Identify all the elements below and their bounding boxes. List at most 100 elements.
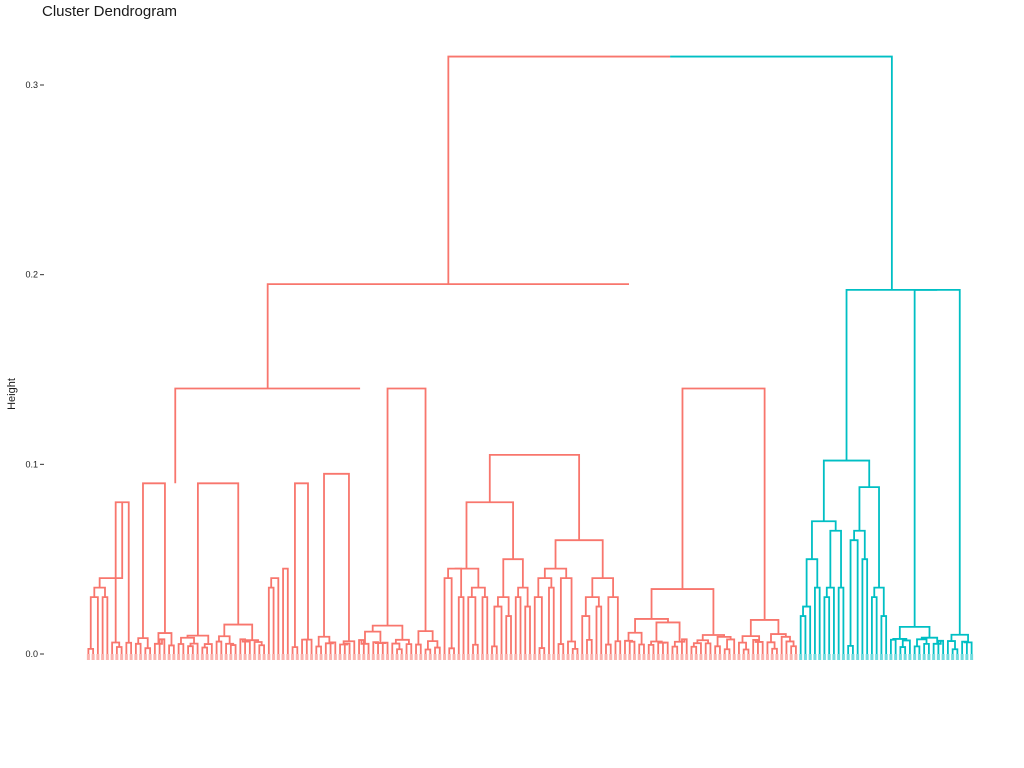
dendrogram-link [98, 502, 124, 588]
dendrogram-link [670, 55, 893, 290]
dendrogram-link [189, 642, 199, 654]
dendrogram-link [861, 558, 869, 654]
y-axis-title: Height [6, 378, 18, 410]
dendrogram-link [253, 641, 263, 654]
dendrogram-link [187, 645, 194, 654]
dendrogram-link [554, 539, 604, 579]
dendrogram-link [586, 638, 593, 654]
dendrogram-link [158, 638, 166, 654]
dendrogram-link [548, 586, 555, 654]
dendrogram-link [799, 615, 807, 654]
dendrogram-link [223, 623, 254, 641]
dendrogram-link [837, 586, 845, 654]
dendrogram-link [394, 638, 410, 645]
dendrogram-link [634, 618, 669, 633]
dendrogram-link [657, 641, 667, 654]
dendrogram-link [899, 646, 907, 654]
dendrogram-link [177, 643, 185, 654]
dendrogram-link [364, 630, 382, 644]
dendrogram-link [447, 567, 463, 598]
dendrogram-link [671, 645, 679, 654]
y-tick-label: 0.2 [25, 270, 38, 280]
dendrogram-link [180, 636, 195, 644]
dendrogram-link [898, 625, 931, 639]
dendrogram-link [239, 638, 246, 654]
dendrogram-link [115, 646, 123, 654]
dendrogram-link [538, 647, 546, 654]
dendrogram-link [343, 642, 351, 654]
dendrogram-link [488, 453, 581, 541]
dendrogram-link [681, 638, 688, 654]
dendrogram-link [142, 482, 166, 639]
dendrogram-link [134, 642, 142, 654]
dendrogram-link [785, 640, 795, 654]
dendrogram-link [790, 645, 797, 654]
dendrogram-link [93, 586, 106, 598]
dendrogram-link [849, 539, 859, 654]
dendrogram-link [847, 644, 854, 654]
dendrogram-link [396, 648, 403, 654]
dendrogram-link [157, 632, 173, 646]
dendrogram-link [315, 645, 322, 654]
dendrogram-link [723, 648, 731, 654]
dendrogram-link [858, 486, 880, 588]
dendrogram-link [923, 642, 930, 654]
dendrogram-link [524, 605, 531, 654]
dendrogram-link [266, 283, 629, 389]
dendrogram-link [950, 633, 969, 643]
dendrogram-link [584, 596, 600, 617]
dendrogram-link [491, 645, 498, 654]
dendrogram-link [502, 558, 524, 598]
dendrogram-link [714, 645, 721, 654]
dendrogram-link [771, 647, 778, 654]
dendrogram-link [825, 586, 835, 654]
dendrogram-link [932, 640, 942, 654]
dendrogram-link [627, 631, 643, 645]
dendrogram-link [543, 567, 568, 579]
dendrogram-link [845, 288, 938, 461]
dendrogram-link [174, 387, 361, 484]
dendrogram-link [696, 639, 709, 644]
dendrogram-link [937, 639, 945, 654]
dendrogram-link [317, 635, 331, 647]
dendrogram-link [690, 645, 698, 654]
dendrogram-link [537, 577, 553, 598]
dendrogram-link [267, 586, 275, 654]
dendrogram-link [241, 639, 251, 654]
dendrogram-link [752, 639, 759, 654]
dendrogram-link [624, 639, 633, 654]
y-tick-label: 0.3 [25, 80, 38, 90]
dendrogram-link [662, 641, 669, 654]
dendrogram-link [853, 529, 866, 560]
dendrogram-link [704, 642, 712, 654]
dendrogram-link [614, 640, 622, 654]
dendrogram-link [741, 635, 761, 643]
dendrogram-link [168, 644, 175, 654]
dendrogram-link [655, 621, 681, 642]
dendrogram-link [137, 637, 149, 649]
dendrogram-link [447, 55, 671, 285]
dendrogram-link [339, 643, 349, 654]
dendrogram-link [465, 501, 514, 569]
dendrogram-link [738, 641, 747, 654]
dendrogram-link [282, 567, 289, 654]
y-tick-label: 0.1 [25, 459, 38, 469]
dendrogram-link [258, 644, 265, 654]
dendrogram-link [372, 641, 379, 654]
dendrogram-link [101, 596, 109, 654]
dendrogram-link [726, 638, 736, 654]
dendrogram-link [650, 588, 715, 635]
dendrogram-link [946, 640, 956, 654]
dendrogram-link [427, 640, 439, 650]
dendrogram-link [559, 577, 573, 645]
dendrogram-link [497, 596, 510, 617]
dendrogram-link [291, 646, 299, 654]
dendrogram-link [591, 577, 615, 598]
chart-title: Cluster Dendrogram [42, 3, 178, 20]
dendrogram-link [342, 640, 356, 654]
dendrogram-link [454, 567, 480, 588]
dendrogram-link [814, 586, 821, 654]
dendrogram-link [742, 648, 750, 654]
dendrogram-link [963, 641, 973, 654]
dendrogram-link [517, 586, 529, 607]
